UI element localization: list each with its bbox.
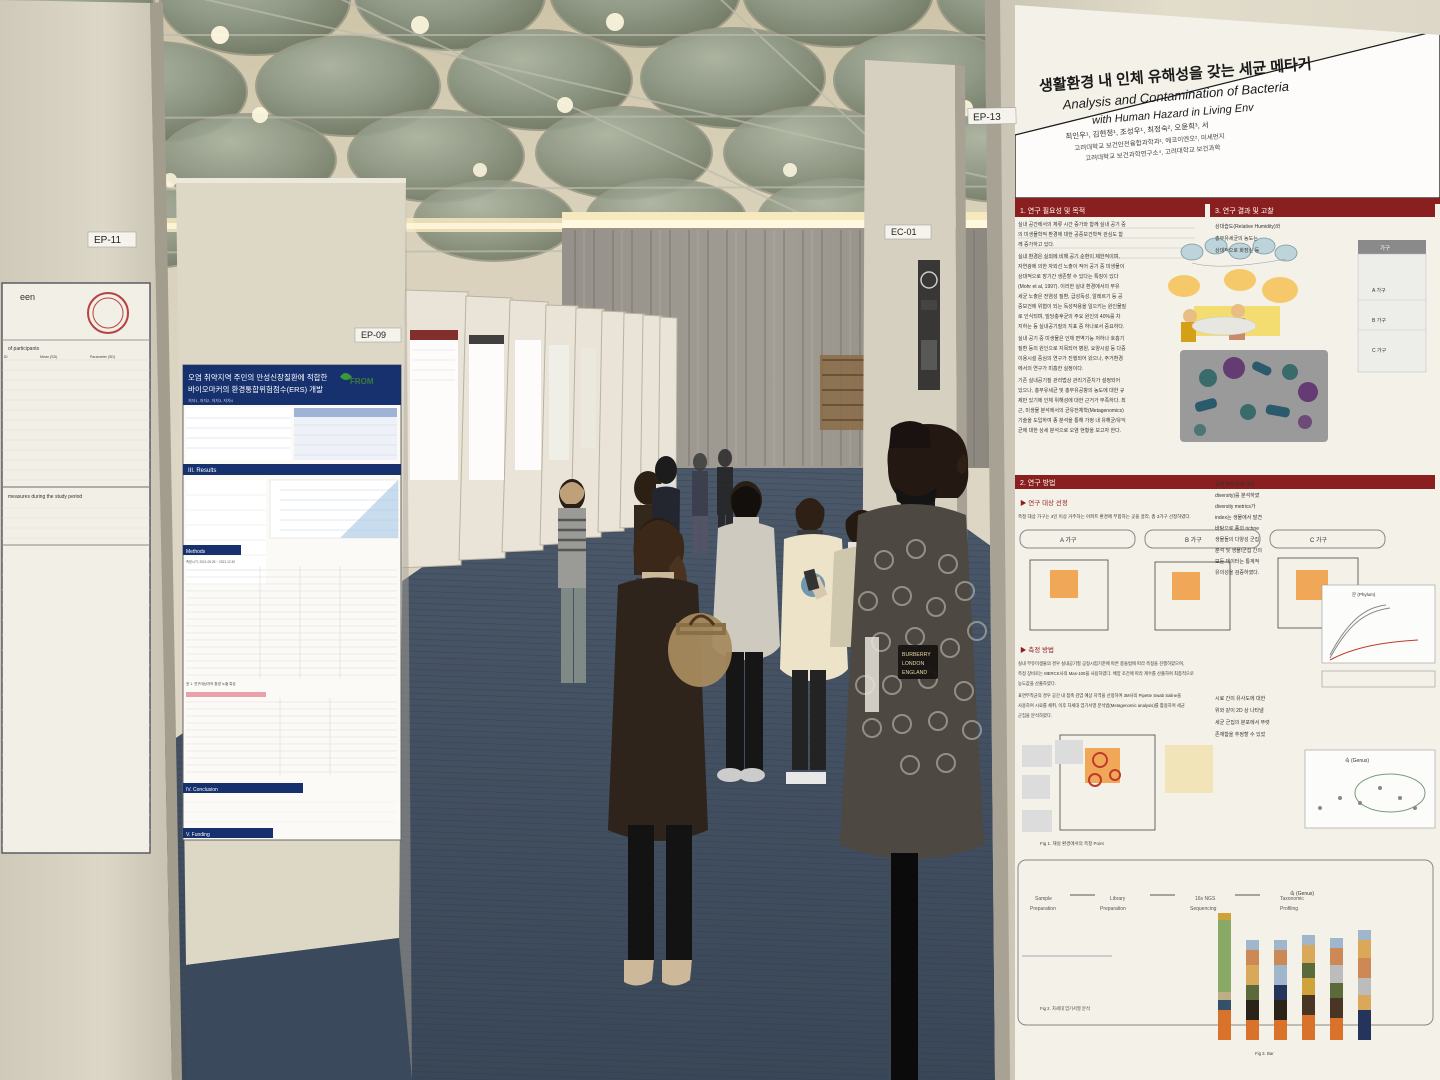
svg-text:BURBERRY: BURBERRY [902, 652, 931, 658]
svg-text:LONDON: LONDON [902, 661, 924, 667]
svg-text:ENGLAND: ENGLAND [902, 670, 927, 676]
